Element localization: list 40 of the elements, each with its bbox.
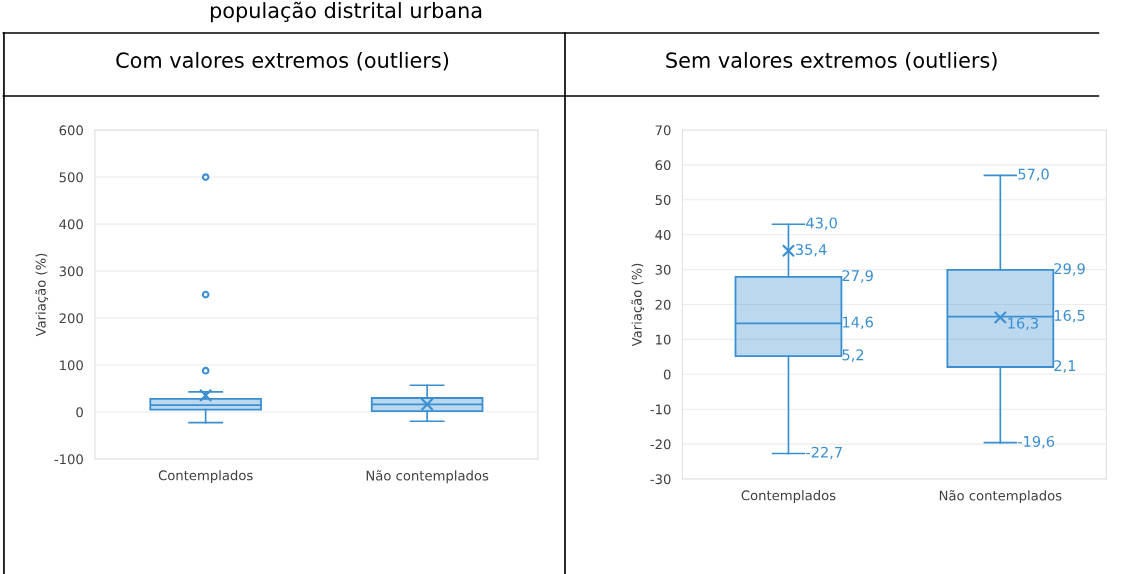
y-tick-label: 500 <box>59 172 83 183</box>
text: 14,6 <box>843 316 873 330</box>
y-tick-label: 40 <box>655 229 671 240</box>
chart-title: Sem valores extremos (outliers) <box>666 51 997 71</box>
y-tick-label: 200 <box>59 313 83 324</box>
y-tick-label: -10 <box>650 404 671 415</box>
y-axis-title: Variação (%) <box>35 253 49 337</box>
text: 2,1 <box>1054 360 1076 373</box>
y-tick-label: 20 <box>655 299 671 310</box>
text: 35,4 <box>795 243 827 257</box>
y-tick-label: 60 <box>655 160 671 171</box>
text: 57,0 <box>1018 168 1049 182</box>
y-tick-label: -30 <box>650 474 671 485</box>
y-tick-label: 300 <box>59 266 83 277</box>
y-tick-label: -100 <box>54 454 83 465</box>
text: 29,9 <box>1054 263 1085 276</box>
text: população distrital urbana <box>210 1 482 23</box>
text: 43,0 <box>806 217 837 230</box>
text: -19,6 <box>1018 435 1055 449</box>
y-tick-label: 600 <box>59 125 83 136</box>
y-tick-label: 100 <box>60 360 83 371</box>
x-tick-label: Não contemplados <box>366 470 489 484</box>
text: 16,5 <box>1054 309 1085 323</box>
y-tick-label: 0 <box>663 369 671 380</box>
y-tick-label: 30 <box>655 264 671 275</box>
chart-title: Com valores extremos (outliers) <box>116 51 449 71</box>
y-tick-label: 50 <box>655 195 671 206</box>
x-tick-label: Não contemplados <box>939 490 1062 504</box>
text: 5,2 <box>842 349 864 362</box>
x-tick-label: Contemplados <box>158 470 253 483</box>
y-tick-label: 400 <box>59 219 83 230</box>
y-tick-label: 10 <box>656 334 671 345</box>
y-tick-label: 70 <box>655 125 671 136</box>
text: -22,7 <box>806 446 842 460</box>
y-tick-label: 0 <box>76 407 83 418</box>
y-tick-label: -20 <box>650 439 671 450</box>
text: 16,3 <box>1008 317 1038 331</box>
y-axis-title: Variação (%) <box>631 263 645 347</box>
text: 27,9 <box>842 270 873 283</box>
x-tick-label: Contemplados <box>741 490 836 503</box>
